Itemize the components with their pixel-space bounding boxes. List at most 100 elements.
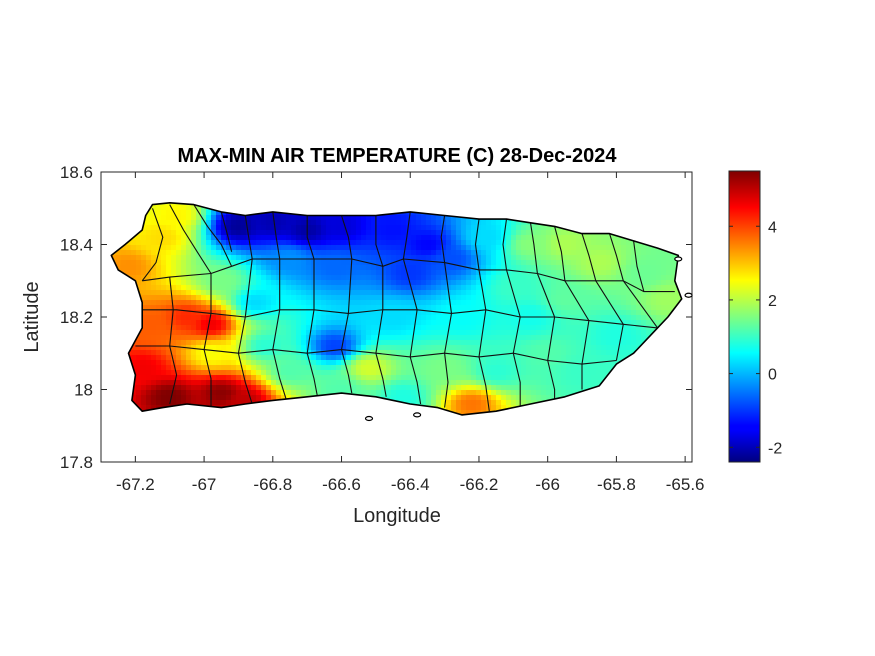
heat-cell — [636, 290, 642, 296]
heat-cell — [481, 280, 487, 286]
heat-cell — [126, 260, 132, 266]
heat-cell — [456, 245, 462, 251]
heat-cell — [486, 360, 492, 366]
heat-cell — [226, 320, 232, 326]
heat-cell — [471, 285, 477, 291]
heat-cell — [136, 265, 142, 271]
heat-cell — [496, 365, 502, 371]
heat-cell — [421, 340, 427, 346]
heat-cell — [586, 360, 592, 366]
heat-cell — [216, 265, 222, 271]
heat-cell — [516, 280, 522, 286]
heat-cell — [236, 240, 242, 246]
heat-cell — [566, 365, 572, 371]
heat-cell — [621, 345, 627, 351]
heat-cell — [526, 305, 532, 311]
heat-cell — [426, 230, 432, 236]
heat-cell — [216, 360, 222, 366]
heat-cell — [171, 350, 177, 356]
heat-cell — [471, 355, 477, 361]
heat-cell — [561, 390, 567, 396]
heat-cell — [166, 210, 172, 216]
heat-cell — [376, 315, 382, 321]
heat-cell — [386, 215, 392, 221]
heat-cell — [261, 245, 267, 251]
heat-cell — [366, 340, 372, 346]
heat-cell — [526, 285, 532, 291]
heat-cell — [281, 375, 287, 381]
heat-cell — [496, 350, 502, 356]
heat-cell — [646, 310, 652, 316]
heat-cell — [161, 305, 167, 311]
heat-cell — [481, 385, 487, 391]
heat-cell — [181, 235, 187, 241]
heat-cell — [261, 355, 267, 361]
heat-cell — [526, 385, 532, 391]
heat-cell — [356, 320, 362, 326]
heat-cell — [346, 325, 352, 331]
heat-cell — [416, 315, 422, 321]
heat-cell — [176, 225, 182, 231]
heat-cell — [591, 310, 597, 316]
heat-cell — [596, 315, 602, 321]
heat-cell — [146, 210, 152, 216]
heat-cell — [301, 290, 307, 296]
heat-cell — [141, 285, 147, 291]
heat-cell — [466, 235, 472, 241]
heat-cell — [401, 330, 407, 336]
heat-cell — [191, 385, 197, 391]
heat-cell — [531, 350, 537, 356]
heat-cell — [296, 255, 302, 261]
heat-cell — [366, 310, 372, 316]
heat-cell — [561, 345, 567, 351]
heat-cell — [186, 385, 192, 391]
heat-cell — [511, 270, 517, 276]
heat-cell — [441, 385, 447, 391]
heat-cell — [276, 245, 282, 251]
heat-cell — [156, 265, 162, 271]
heat-cell — [476, 385, 482, 391]
heat-cell — [566, 320, 572, 326]
heat-cell — [216, 230, 222, 236]
heat-cell — [361, 235, 367, 241]
heat-cell — [276, 265, 282, 271]
heat-cell — [451, 275, 457, 281]
heat-cell — [356, 345, 362, 351]
heat-cell — [646, 305, 652, 311]
heat-cell — [191, 350, 197, 356]
heat-cell — [426, 315, 432, 321]
heat-cell — [206, 285, 212, 291]
heat-cell — [196, 245, 202, 251]
heat-cell — [226, 385, 232, 391]
heat-cell — [206, 270, 212, 276]
heat-cell — [231, 335, 237, 341]
heat-cell — [511, 370, 517, 376]
heat-cell — [366, 240, 372, 246]
heat-cell — [401, 325, 407, 331]
heat-cell — [551, 280, 557, 286]
heat-cell — [616, 280, 622, 286]
heat-cell — [411, 375, 417, 381]
heat-cell — [316, 285, 322, 291]
heat-cell — [291, 265, 297, 271]
heat-cell — [166, 320, 172, 326]
heat-cell — [466, 345, 472, 351]
heat-cell — [576, 320, 582, 326]
heat-cell — [201, 285, 207, 291]
heat-cell — [206, 330, 212, 336]
heat-cell — [361, 300, 367, 306]
heat-cell — [401, 245, 407, 251]
heat-cell — [176, 240, 182, 246]
heat-cell — [546, 240, 552, 246]
heat-cell — [521, 235, 527, 241]
heat-cell — [216, 250, 222, 256]
heat-cell — [616, 310, 622, 316]
heat-cell — [546, 340, 552, 346]
heat-cell — [521, 270, 527, 276]
heat-cell — [326, 310, 332, 316]
heat-cell — [221, 310, 227, 316]
heat-cell — [266, 240, 272, 246]
heat-cell — [351, 280, 357, 286]
heat-cell — [481, 360, 487, 366]
heat-cell — [186, 210, 192, 216]
